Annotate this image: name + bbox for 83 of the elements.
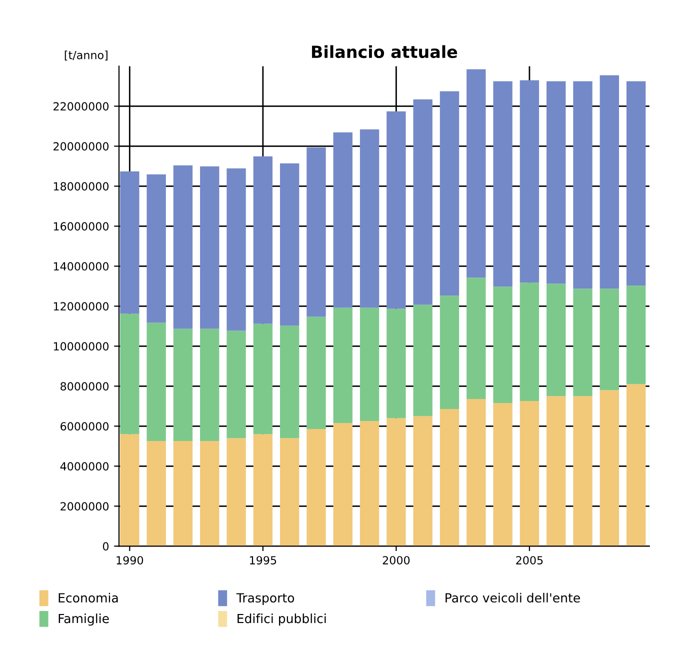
y-tick-label: 2000000 xyxy=(60,502,109,511)
bar xyxy=(386,418,406,546)
bar xyxy=(146,174,166,323)
bar xyxy=(200,328,220,441)
bar xyxy=(520,80,540,283)
bar xyxy=(493,286,512,403)
bar xyxy=(360,129,380,308)
y-tick-label: 22000000 xyxy=(54,102,109,111)
y-tick-label: 20000000 xyxy=(54,142,109,151)
bar xyxy=(333,132,352,308)
legend-label: Economia xyxy=(58,592,118,603)
bar xyxy=(466,69,486,278)
bar xyxy=(146,322,166,441)
bar xyxy=(626,81,646,286)
bar xyxy=(600,288,620,390)
legend-label: Trasporto xyxy=(236,593,294,605)
bar xyxy=(386,111,406,309)
bar xyxy=(440,408,460,546)
bar xyxy=(466,278,486,399)
y-tick-label: 4000000 xyxy=(60,462,109,471)
bar xyxy=(306,147,326,317)
bar xyxy=(360,308,380,421)
bar xyxy=(573,81,592,289)
bar xyxy=(173,328,193,441)
y-tick-label: 10000000 xyxy=(54,342,109,351)
bar xyxy=(626,384,646,546)
bar xyxy=(173,440,193,546)
bar xyxy=(546,81,566,284)
x-tick-label: 1990 xyxy=(116,556,144,564)
y-tick-label: 16000000 xyxy=(54,222,109,231)
bar xyxy=(440,296,460,409)
bar xyxy=(546,284,566,396)
bar xyxy=(413,99,432,305)
bar xyxy=(280,438,300,546)
y-tick-label: 18000000 xyxy=(54,182,109,191)
bar xyxy=(333,422,352,546)
y-tick-label: 0 xyxy=(102,542,109,551)
bar xyxy=(466,398,486,546)
bar xyxy=(546,396,566,546)
bar xyxy=(306,316,326,429)
bar xyxy=(306,428,326,546)
bar xyxy=(253,434,273,546)
bar xyxy=(360,420,380,546)
legend-label: Edifici pubblici xyxy=(238,614,326,626)
x-tick-label: 2005 xyxy=(516,556,543,564)
bar xyxy=(493,402,512,546)
bar xyxy=(173,165,193,329)
bar xyxy=(120,434,140,546)
x-tick-label: 1995 xyxy=(250,556,276,564)
y-tick-label: 8000000 xyxy=(60,382,109,391)
bar xyxy=(253,156,273,324)
bar xyxy=(520,282,540,401)
bar xyxy=(226,438,246,546)
bar xyxy=(280,326,300,438)
bar xyxy=(413,416,432,546)
bar xyxy=(200,440,220,546)
y-axis-title: [t/anno] xyxy=(64,50,108,61)
bar xyxy=(253,324,273,434)
bar xyxy=(626,286,646,384)
bar xyxy=(520,400,540,546)
bar xyxy=(120,314,140,434)
bar xyxy=(386,308,406,418)
bar xyxy=(333,308,352,423)
bar xyxy=(413,304,432,416)
bar xyxy=(226,330,246,438)
bar xyxy=(493,81,512,287)
bar xyxy=(600,390,620,546)
bar xyxy=(200,166,220,329)
y-tick-label: 6000000 xyxy=(60,422,109,431)
bar xyxy=(226,168,246,331)
bar xyxy=(280,163,300,326)
legend-label: Famiglie xyxy=(58,614,109,626)
y-tick-label: 14000000 xyxy=(54,262,109,271)
bar xyxy=(600,75,620,289)
x-tick-label: 2000 xyxy=(382,556,410,564)
bar xyxy=(573,396,592,546)
bar xyxy=(573,288,592,396)
bar xyxy=(120,171,140,314)
y-tick-label: 12000000 xyxy=(54,302,109,311)
legend-label: Parco veicoli dell'ente xyxy=(446,592,580,603)
chart-title: Bilancio attuale xyxy=(312,45,458,58)
bar xyxy=(146,440,166,546)
bar xyxy=(440,91,460,296)
